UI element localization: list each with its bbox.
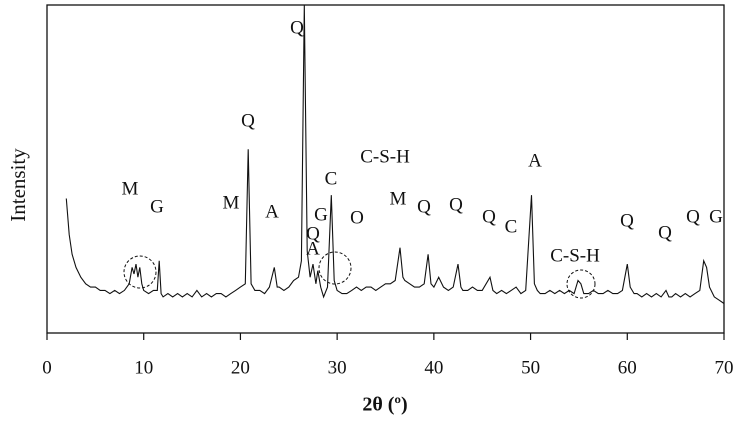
plot-frame (46, 4, 725, 334)
peak-annotation: G (314, 204, 328, 225)
x-axis-label: 2θ (º) (362, 394, 407, 416)
x-tick-label: 0 (42, 357, 52, 378)
intensity-line (65, 4, 725, 304)
highlight-circle (123, 255, 157, 289)
peak-annotation: C-S-H (360, 146, 410, 167)
peak-annotation: O (350, 207, 364, 228)
x-tick-label: 50 (521, 357, 540, 378)
x-tick-label: 60 (618, 357, 637, 378)
peak-annotation: Q (241, 110, 255, 131)
x-tick-label: 20 (231, 357, 250, 378)
peak-annotation: C-S-H (550, 245, 600, 266)
peak-annotation: C (505, 216, 518, 237)
peak-annotation: C (325, 168, 338, 189)
peak-annotation: Q (290, 17, 304, 38)
highlight-circle (318, 251, 352, 285)
peak-annotation: Q (449, 194, 463, 215)
peak-annotation: Q (482, 206, 496, 227)
x-tick-label: 30 (328, 357, 347, 378)
peak-annotation: G (150, 196, 164, 217)
peak-annotation: A (306, 238, 320, 259)
peak-annotation: Q (686, 206, 700, 227)
peak-annotation: A (265, 201, 279, 222)
x-tick-label: 10 (134, 357, 153, 378)
x-tick-label: 40 (424, 357, 443, 378)
peak-annotation: M (122, 178, 139, 199)
highlight-circle (566, 269, 596, 299)
peak-annotation: Q (417, 196, 431, 217)
peak-annotation: Q (658, 222, 672, 243)
peak-annotation: M (223, 192, 240, 213)
peak-annotation: Q (306, 223, 320, 244)
x-tick-label: 70 (715, 357, 734, 378)
peak-annotation: G (709, 206, 723, 227)
peak-annotation: M (390, 188, 407, 209)
y-axis-label: Intensity (6, 148, 30, 222)
peak-annotation: Q (620, 210, 634, 231)
peak-annotation: A (528, 150, 542, 171)
